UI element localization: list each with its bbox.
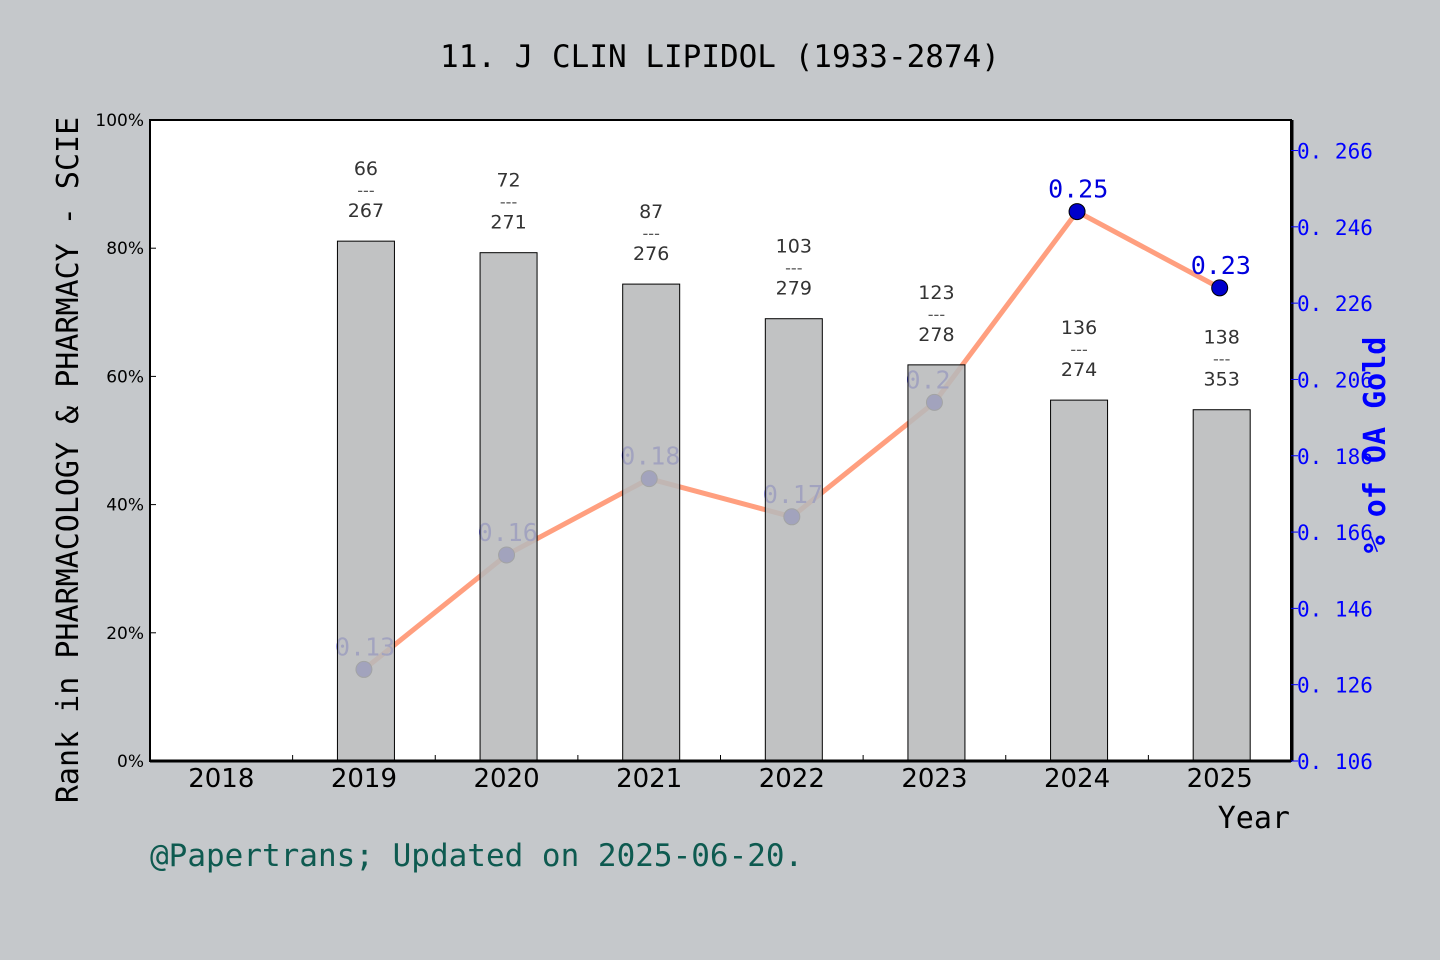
rank-bar [1192,409,1251,762]
total-label: 353 [1204,369,1240,391]
y-axis-left-label: Rank in PHARMACOLOGY & PHARMACY - SCIE [51,117,86,803]
y-right-tick-label: 0. 206 [1297,368,1373,392]
y-left-tick-label: 60% [106,367,144,387]
rank-label: 66 [354,158,378,180]
rank-bar [479,252,538,762]
total-label: 276 [633,243,669,265]
x-axis-label: Year [1218,801,1290,836]
y-right-tick-label: 0. 246 [1297,216,1373,240]
x-tick-label: 2018 [188,764,254,794]
rank-separator: --- [1070,340,1087,359]
y-left-tick-label: 0% [117,752,144,772]
oa-gold-point [1211,279,1229,297]
x-tick-label: 2024 [1044,764,1110,794]
rank-separator: --- [1213,350,1230,369]
total-label: 267 [348,200,384,222]
y-left-tick-label: 20% [106,624,144,644]
footer-credit: @Papertrans; Updated on 2025-06-20. [150,838,803,874]
y-right-tick-label: 0. 266 [1297,140,1373,164]
rank-bar [622,283,681,762]
rank-label: 123 [918,282,954,304]
total-label: 271 [490,212,526,234]
total-label: 278 [918,324,954,346]
y-right-tick-label: 0. 126 [1297,674,1373,698]
y-right-tick-label: 0. 226 [1297,292,1373,316]
rank-separator: --- [357,181,374,200]
x-tick-label: 2023 [901,764,967,794]
total-label: 279 [776,278,812,300]
x-tick-label: 2022 [759,764,825,794]
rank-label: 103 [776,236,812,258]
rank-bar [764,318,823,762]
oa-gold-point [1068,203,1086,221]
y-right-tick-label: 0. 106 [1297,750,1373,774]
rank-separator: --- [928,305,945,324]
rank-separator: --- [500,193,517,212]
x-tick-label: 2020 [473,764,539,794]
total-label: 274 [1061,359,1097,381]
y-axis-right-label: % of OA Gold [1358,337,1393,554]
x-tick-label: 2021 [616,764,682,794]
rank-bar [907,364,966,762]
y-right-tick-label: 0. 166 [1297,521,1373,545]
chart-title: 11. J CLIN LIPIDOL (1933-2874) [440,39,1000,75]
rank-bar [1050,399,1109,762]
y-left-tick-label: 100% [95,111,144,131]
oa-gold-label: 0.23 [1191,251,1251,280]
rank-label: 72 [496,170,520,192]
oa-gold-label: 0.25 [1048,175,1108,204]
rank-label: 138 [1204,327,1240,349]
y-right-tick-label: 0. 186 [1297,445,1373,469]
rank-bar [336,240,395,762]
rank-separator: --- [785,259,802,278]
y-right-tick-label: 0. 146 [1297,597,1373,621]
x-tick-label: 2019 [331,764,397,794]
rank-label: 87 [639,201,663,223]
plot-area [149,119,1292,762]
x-tick-label: 2025 [1187,764,1253,794]
rank-label: 136 [1061,317,1097,339]
rank-separator: --- [643,224,660,243]
y-left-tick-label: 40% [106,496,144,516]
y-left-tick-label: 80% [106,239,144,259]
